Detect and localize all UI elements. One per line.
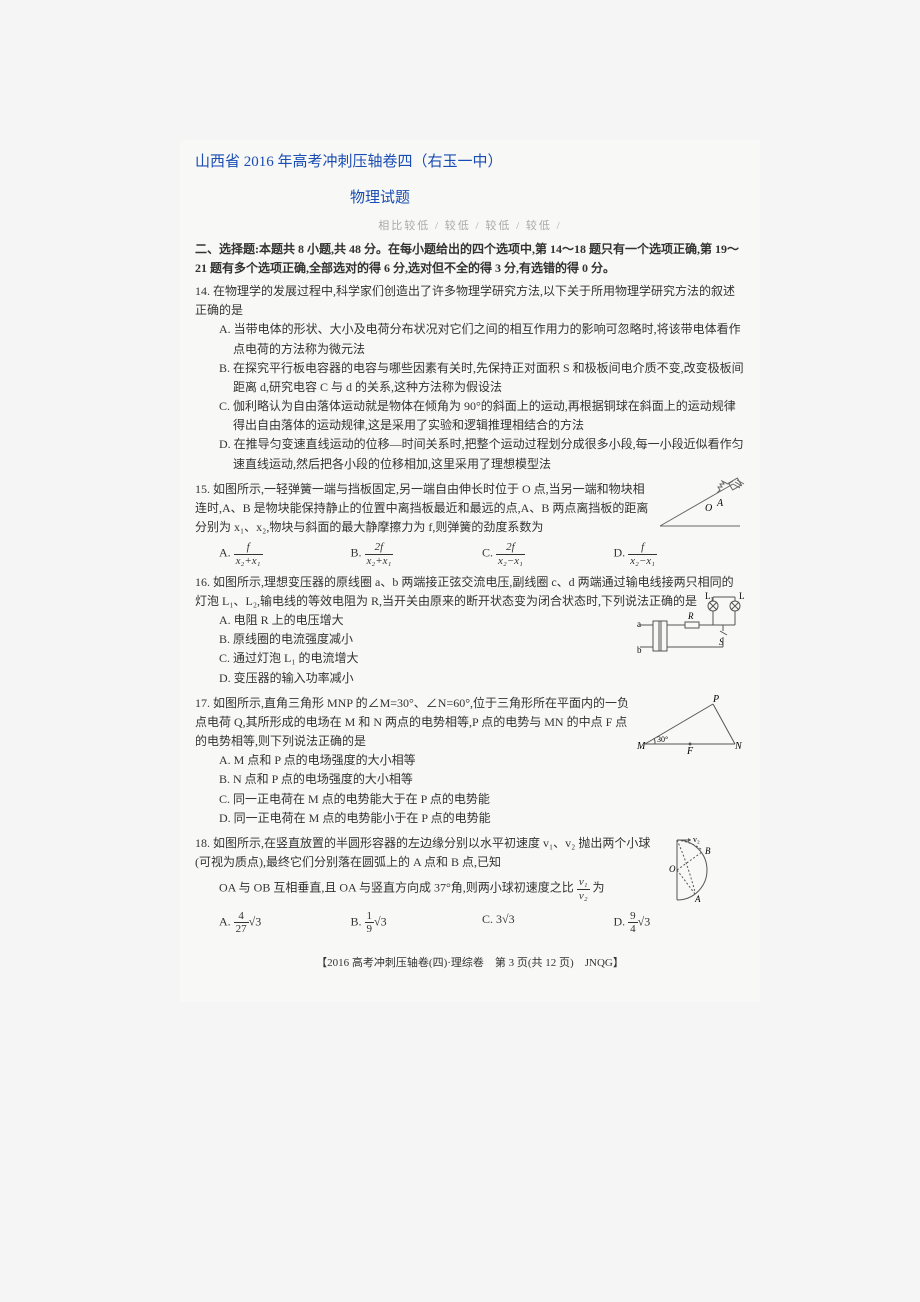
q14-stem: 14. 在物理学的发展过程中,科学家们创造出了许多物理学研究方法,以下关于所用物… (195, 282, 745, 320)
svg-text:v₂: v₂ (693, 835, 700, 844)
label-O: O (705, 503, 712, 514)
svg-text:N: N (734, 741, 743, 752)
q14-option-a: A. 当带电体的形状、大小及电荷分布状况对它们之间的相互作用力的影响可忽略时,将… (195, 320, 745, 358)
triangle-diagram: M N P F 30° (635, 694, 745, 754)
q16-option-d: D. 变压器的输入功率减小 (195, 669, 745, 688)
question-15: O A 15. 如图所示,一轻弹簧一端与挡板固定,另一端自由伸长时位于 O 点,… (195, 480, 745, 567)
q16-figure: a b R S L₁ L₂ (635, 591, 745, 667)
q15-option-c: C. 2fx₂−x₁ (482, 541, 614, 566)
svg-text:30°: 30° (657, 735, 668, 744)
svg-text:a: a (637, 619, 641, 629)
svg-text:P: P (712, 694, 719, 705)
svg-text:M: M (636, 741, 646, 752)
q14-option-d: D. 在推导匀变速直线运动的位移—时间关系时,把整个运动过程划分成很多小段,每一… (195, 435, 745, 473)
q15-options: A. fx₂+x₁ B. 2fx₂+x₁ C. 2fx₂−x₁ D. fx₂−x… (195, 541, 745, 566)
svg-text:b: b (637, 645, 642, 655)
svg-text:O: O (669, 864, 676, 874)
question-18: O A B v₂ 18. 如图所示,在竖直放置的半圆形容器的左边缘分别以水平初速… (195, 834, 745, 935)
q18-option-b: B. 19√3 (351, 910, 483, 935)
q14-option-b: B. 在探究平行板电容器的电容与哪些因素有关时,先保持正对面积 S 和极板间电介… (195, 359, 745, 397)
q17-figure: M N P F 30° (635, 694, 745, 760)
svg-text:L₁: L₁ (705, 591, 714, 601)
q18-option-c: C. 3√3 (482, 910, 614, 935)
section-2-header: 二、选择题:本题共 8 小题,共 48 分。在每小题给出的四个选项中,第 14～… (195, 240, 745, 278)
question-17: M N P F 30° 17. 如图所示,直角三角形 MNP 的∠M=30°、∠… (195, 694, 745, 828)
q18-stem1: 18. 如图所示,在竖直放置的半圆形容器的左边缘分别以水平初速度 v₁、v₂ 抛… (195, 834, 745, 872)
q14-option-c: C. 伽利略认为自由落体运动就是物体在倾角为 90°的斜面上的运动,再根据铜球在… (195, 397, 745, 435)
transformer-diagram: a b R S L₁ L₂ (635, 591, 745, 661)
q17-option-b: B. N 点和 P 点的电场强度的大小相等 (195, 770, 745, 789)
svg-text:B: B (705, 846, 711, 856)
subtitle: 物理试题 (195, 186, 745, 210)
exam-page: 山西省 2016 年高考冲刺压轴卷四（右玉一中） 物理试题 相比较低 / 较低 … (180, 140, 760, 1002)
q18-options: A. 427√3 B. 19√3 C. 3√3 D. 94√3 (195, 910, 745, 935)
svg-text:R: R (687, 611, 694, 621)
svg-text:A: A (694, 894, 701, 904)
semicircle-diagram: O A B v₂ (667, 832, 745, 904)
q15-option-b: B. 2fx₂+x₁ (351, 541, 483, 566)
q17-option-c: C. 同一正电荷在 M 点的电势能大于在 P 点的电势能 (195, 790, 745, 809)
q18-stem2: OA 与 OB 互相垂直,且 OA 与竖直方向成 37°角,则两小球初速度之比 … (195, 876, 745, 901)
incline-spring-diagram: O A (655, 476, 745, 532)
q17-option-d: D. 同一正电荷在 M 点的电势能小于在 P 点的电势能 (195, 809, 745, 828)
q18-option-a: A. 427√3 (219, 910, 351, 935)
label-A: A (716, 498, 724, 509)
svg-text:L₂: L₂ (739, 591, 745, 601)
q15-option-d: D. fx₂−x₁ (614, 541, 746, 566)
main-title: 山西省 2016 年高考冲刺压轴卷四（右玉一中） (195, 150, 745, 174)
svg-text:F: F (686, 746, 694, 754)
q18-figure: O A B v₂ (667, 832, 745, 910)
q15-figure: O A (655, 476, 745, 538)
faded-header: 相比较低 / 较低 / 较低 / 较低 / (195, 218, 745, 236)
q15-option-a: A. fx₂+x₁ (219, 541, 351, 566)
page-footer: 【2016 高考冲刺压轴卷(四)·理综卷 第 3 页(共 12 页) JNQG】 (195, 955, 745, 973)
question-14: 14. 在物理学的发展过程中,科学家们创造出了许多物理学研究方法,以下关于所用物… (195, 282, 745, 474)
question-16: a b R S L₁ L₂ (195, 573, 745, 688)
q18-option-d: D. 94√3 (614, 910, 746, 935)
